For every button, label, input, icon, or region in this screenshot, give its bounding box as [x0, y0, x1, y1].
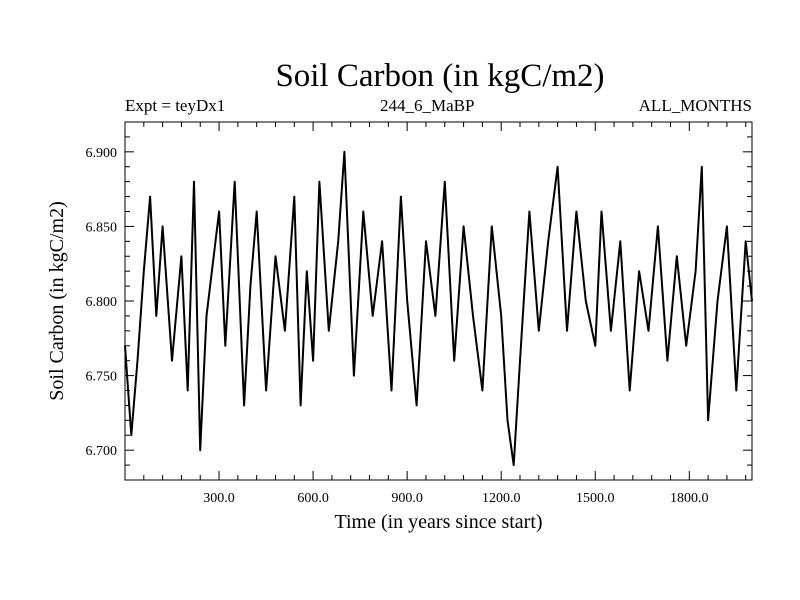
x-tick-label: 600.0: [297, 491, 329, 506]
tick-labels: 300.0 600.0 900.0 1200.0 1500.0 1800.0 6.700 6.…: [86, 146, 709, 506]
y-tick-label: 6.700: [86, 444, 118, 459]
y-axis-title: Soil Carbon (in kgC/m2): [46, 201, 68, 400]
x-tick-label: 1200.0: [482, 491, 521, 506]
experiment-label: Expt = teyDx1: [125, 96, 226, 115]
y-tick-label: 6.900: [86, 146, 118, 161]
plot-frame: [124, 121, 753, 481]
chart-title: Soil Carbon (in kgC/m2): [275, 58, 605, 94]
x-axis-title: Time (in years since start): [334, 511, 542, 533]
x-tick-label: 1800.0: [670, 491, 709, 506]
period-label: ALL_MONTHS: [638, 96, 752, 115]
x-tick-label: 300.0: [203, 491, 235, 506]
y-tick-label: 6.800: [86, 295, 118, 310]
x-tick-label: 900.0: [391, 491, 423, 506]
series-line-soil-carbon: [124, 150, 753, 467]
y-tick-label: 6.750: [86, 370, 118, 385]
run-label: 244_6_MaBP: [380, 96, 475, 115]
x-tick-label: 1500.0: [576, 491, 615, 506]
axis-ticks: [125, 121, 752, 481]
y-tick-label: 6.850: [86, 220, 118, 235]
